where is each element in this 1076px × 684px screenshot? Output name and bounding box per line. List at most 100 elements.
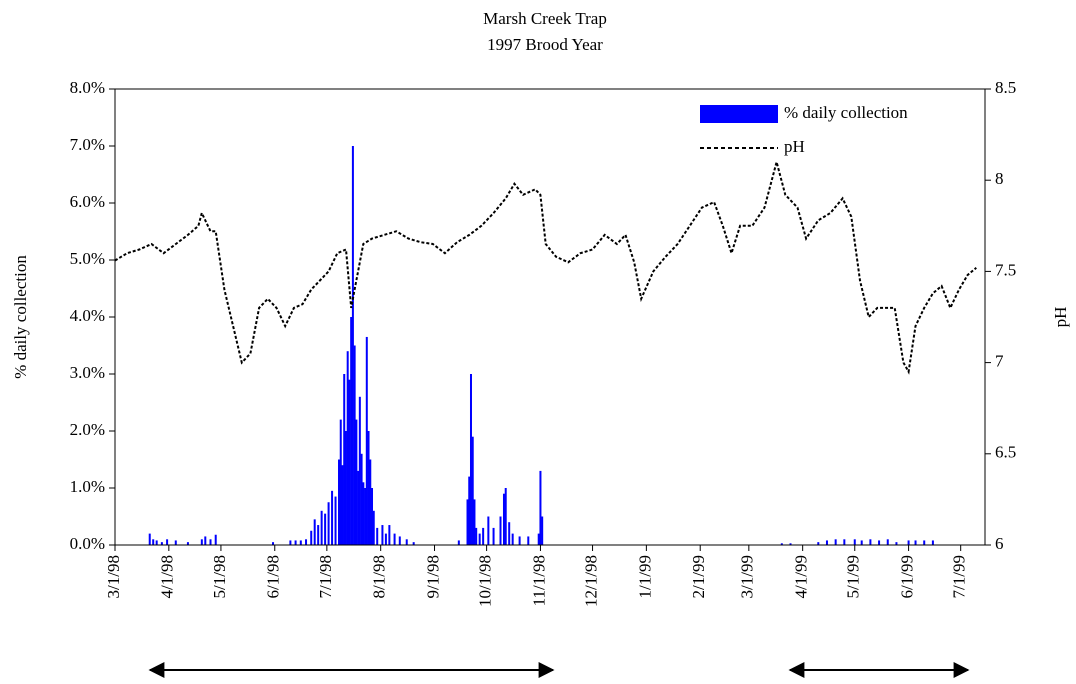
x-tick-label: 4/1/98 bbox=[158, 555, 177, 598]
y-tick-label: 4.0% bbox=[70, 306, 105, 325]
bar bbox=[355, 419, 358, 545]
x-tick-label: 3/1/99 bbox=[738, 555, 757, 598]
chart-subtitle: 1997 Brood Year bbox=[487, 35, 603, 54]
y-axis-title: % daily collection bbox=[11, 255, 30, 379]
bar bbox=[468, 476, 471, 545]
bar bbox=[343, 374, 346, 545]
y-tick-label: 0.0% bbox=[70, 534, 105, 553]
bar bbox=[334, 496, 337, 545]
plot-frame bbox=[114, 88, 986, 546]
bar bbox=[174, 540, 177, 545]
bar bbox=[155, 540, 158, 545]
x-tick-label: 8/1/98 bbox=[370, 555, 389, 598]
bar bbox=[457, 540, 460, 545]
bar bbox=[923, 540, 926, 545]
bar bbox=[886, 539, 889, 545]
x-tick-label: 11/1/98 bbox=[529, 555, 548, 606]
x-tick-label: 6/1/98 bbox=[264, 555, 283, 598]
bar bbox=[148, 533, 151, 545]
bar bbox=[834, 539, 837, 545]
bar bbox=[272, 542, 275, 545]
bar bbox=[369, 459, 372, 545]
bar bbox=[371, 488, 374, 545]
bar bbox=[348, 379, 351, 545]
x-tick-label: 9/1/98 bbox=[423, 555, 442, 598]
bar bbox=[160, 542, 163, 545]
bar bbox=[518, 536, 521, 545]
bar bbox=[789, 543, 792, 545]
bar bbox=[817, 542, 820, 545]
bar bbox=[405, 539, 408, 545]
bar bbox=[466, 499, 469, 545]
y-tick-label: 3.0% bbox=[70, 363, 105, 382]
bar bbox=[381, 525, 384, 545]
bar bbox=[878, 540, 881, 545]
bar bbox=[843, 539, 846, 545]
bar bbox=[914, 540, 917, 545]
legend-label: pH bbox=[784, 137, 805, 156]
bar bbox=[152, 539, 155, 545]
bar bbox=[504, 488, 507, 545]
bar bbox=[393, 533, 396, 545]
bar bbox=[372, 510, 375, 545]
bar bbox=[351, 146, 354, 545]
y-tick-label: 7.0% bbox=[70, 135, 105, 154]
bar bbox=[186, 542, 189, 545]
bar bbox=[341, 465, 344, 545]
bar bbox=[469, 374, 472, 545]
bar bbox=[478, 533, 481, 545]
bar bbox=[166, 539, 169, 545]
legend-swatch bbox=[700, 105, 778, 123]
legend-label: % daily collection bbox=[784, 103, 908, 122]
bar bbox=[344, 431, 347, 545]
y2-tick-label: 7.5 bbox=[995, 260, 1016, 279]
bar bbox=[289, 540, 292, 545]
x-tick-label: 6/1/99 bbox=[897, 555, 916, 598]
y-tick-label: 8.0% bbox=[70, 78, 105, 97]
bar bbox=[388, 525, 391, 545]
y-tick-label: 6.0% bbox=[70, 192, 105, 211]
x-tick-label: 10/1/98 bbox=[476, 555, 495, 607]
bar bbox=[209, 539, 212, 545]
bar bbox=[214, 534, 217, 545]
y2-tick-label: 7 bbox=[995, 352, 1004, 371]
bar bbox=[853, 539, 856, 545]
bar bbox=[487, 516, 490, 545]
bar bbox=[412, 542, 415, 545]
y2-tick-label: 8.5 bbox=[995, 78, 1016, 97]
y2-axis-title: pH bbox=[1051, 307, 1070, 328]
bar bbox=[492, 527, 495, 545]
bar bbox=[299, 540, 302, 545]
bar bbox=[471, 436, 474, 545]
bar bbox=[384, 533, 387, 545]
bar bbox=[204, 536, 207, 545]
bar bbox=[869, 539, 872, 545]
bar bbox=[339, 419, 342, 545]
bar bbox=[294, 540, 297, 545]
bar bbox=[482, 527, 485, 545]
bar bbox=[527, 536, 530, 545]
bar bbox=[320, 510, 323, 545]
y2-tick-label: 6.5 bbox=[995, 443, 1016, 462]
bar bbox=[357, 470, 360, 545]
bar bbox=[317, 525, 320, 545]
ph-line bbox=[114, 158, 977, 375]
bar bbox=[367, 431, 370, 545]
bar bbox=[338, 459, 341, 545]
bar bbox=[365, 336, 368, 545]
y-tick-label: 1.0% bbox=[70, 477, 105, 496]
bar bbox=[398, 536, 401, 545]
bar bbox=[895, 542, 898, 545]
y-tick-label: 2.0% bbox=[70, 420, 105, 439]
bar bbox=[353, 345, 356, 545]
bar bbox=[541, 516, 544, 545]
y2-tick-label: 6 bbox=[995, 534, 1004, 553]
bar bbox=[327, 502, 330, 545]
x-tick-label: 3/1/98 bbox=[104, 555, 123, 598]
bar bbox=[502, 493, 505, 545]
bar bbox=[313, 519, 316, 545]
bar bbox=[907, 540, 910, 545]
bar bbox=[305, 539, 308, 545]
y2-tick-label: 8 bbox=[995, 169, 1004, 188]
